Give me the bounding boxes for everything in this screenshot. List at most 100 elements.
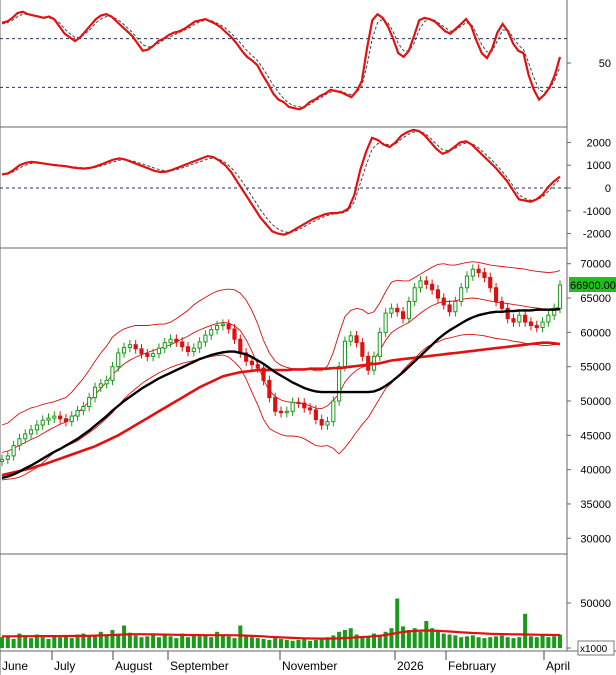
macd-signal-line xyxy=(1,130,561,234)
volume-bar xyxy=(406,630,411,648)
candle-body xyxy=(58,415,63,420)
macd-tick-label: 2000 xyxy=(587,137,611,149)
price-tick-label: 65000 xyxy=(580,293,611,305)
candle-body xyxy=(418,280,423,289)
candle-body xyxy=(81,405,86,412)
candle-body xyxy=(552,307,557,316)
candle-body xyxy=(395,307,400,313)
candle-body xyxy=(482,272,487,278)
candle-body xyxy=(476,268,481,274)
volume-bar xyxy=(185,637,191,648)
volume-bar xyxy=(371,633,377,648)
volume-bar xyxy=(540,635,545,648)
candle-body xyxy=(406,300,411,320)
volume-bar xyxy=(552,636,557,648)
candle-body xyxy=(203,334,208,343)
volume-bar xyxy=(40,637,45,648)
candle-body xyxy=(337,366,342,402)
volume-bar xyxy=(278,639,284,648)
candle-body xyxy=(284,410,289,414)
volume-bar xyxy=(435,631,440,648)
volume-bar xyxy=(511,638,516,648)
candle-body xyxy=(412,287,417,302)
ma200-line xyxy=(1,341,561,477)
candle-body xyxy=(180,341,185,348)
volume-bar xyxy=(127,632,132,648)
volume-panel xyxy=(0,598,563,648)
month-label: June xyxy=(2,659,28,673)
volume-bar xyxy=(488,637,493,648)
volume-bar xyxy=(325,637,330,648)
volume-bar xyxy=(302,639,307,648)
price-tick-label: 60000 xyxy=(580,327,611,339)
volume-bar xyxy=(470,635,475,648)
candle-body xyxy=(354,335,359,344)
volume-bar xyxy=(180,633,185,648)
candle-body xyxy=(430,283,435,291)
volume-bar xyxy=(255,638,260,648)
candle-body xyxy=(156,347,162,355)
volume-bar xyxy=(17,633,22,648)
volume-bar xyxy=(75,634,80,648)
candle-body xyxy=(151,353,156,357)
volume-bar xyxy=(232,638,237,648)
candle-body xyxy=(5,455,10,460)
volume-bar xyxy=(52,635,57,648)
month-label: August xyxy=(115,659,153,673)
price-panel xyxy=(0,261,563,481)
volume-bar xyxy=(116,633,121,648)
candle-body xyxy=(459,287,464,302)
month-label: November xyxy=(282,659,337,673)
candle-body xyxy=(226,323,231,330)
candle-body xyxy=(377,331,382,357)
volume-bar xyxy=(267,639,272,648)
volume-bar xyxy=(151,634,156,648)
volume-bar xyxy=(203,634,208,648)
macd-line xyxy=(1,128,561,236)
volume-bar xyxy=(360,637,365,648)
candle-body xyxy=(209,329,214,336)
volume-bar xyxy=(296,639,301,648)
macd-panel xyxy=(0,128,567,236)
candle-body xyxy=(139,348,144,355)
candle-body xyxy=(296,401,301,404)
volume-bar xyxy=(308,640,313,648)
candle-body xyxy=(162,342,167,349)
candle-body xyxy=(464,275,470,289)
candle-body xyxy=(523,314,528,323)
candle-body xyxy=(273,397,278,412)
volume-bar xyxy=(244,635,249,648)
volume-bar xyxy=(174,638,179,648)
ma50-line xyxy=(1,307,561,480)
rsi-tick-label: 50 xyxy=(599,58,611,70)
volume-bar xyxy=(261,639,266,648)
volume-bar xyxy=(383,631,388,648)
volume-bar xyxy=(238,625,243,648)
volume-bar xyxy=(546,637,551,648)
candle-body xyxy=(11,445,16,457)
candle-body xyxy=(400,311,406,320)
candle-body xyxy=(52,415,57,419)
volume-unit-label: x1000 xyxy=(580,644,608,655)
volume-bar xyxy=(482,638,487,648)
candle-body xyxy=(505,307,510,320)
volume-bar xyxy=(81,633,86,648)
candle-body xyxy=(290,401,295,412)
volume-bar xyxy=(209,637,214,648)
volume-bar xyxy=(534,637,539,648)
last-price-badge: 66900.00 xyxy=(569,277,616,292)
candle-body xyxy=(261,367,266,381)
volume-bar xyxy=(156,637,161,648)
macd-tick-label: -2000 xyxy=(583,229,611,241)
candle-body xyxy=(493,287,499,302)
volume-bar xyxy=(122,625,127,648)
candle-body xyxy=(307,407,313,411)
candle-body xyxy=(389,307,394,314)
volume-bar xyxy=(145,636,150,648)
price-tick-label: 40000 xyxy=(580,465,611,477)
volume-bar xyxy=(23,636,28,648)
candle-body xyxy=(546,314,551,323)
volume-bar xyxy=(331,635,336,648)
